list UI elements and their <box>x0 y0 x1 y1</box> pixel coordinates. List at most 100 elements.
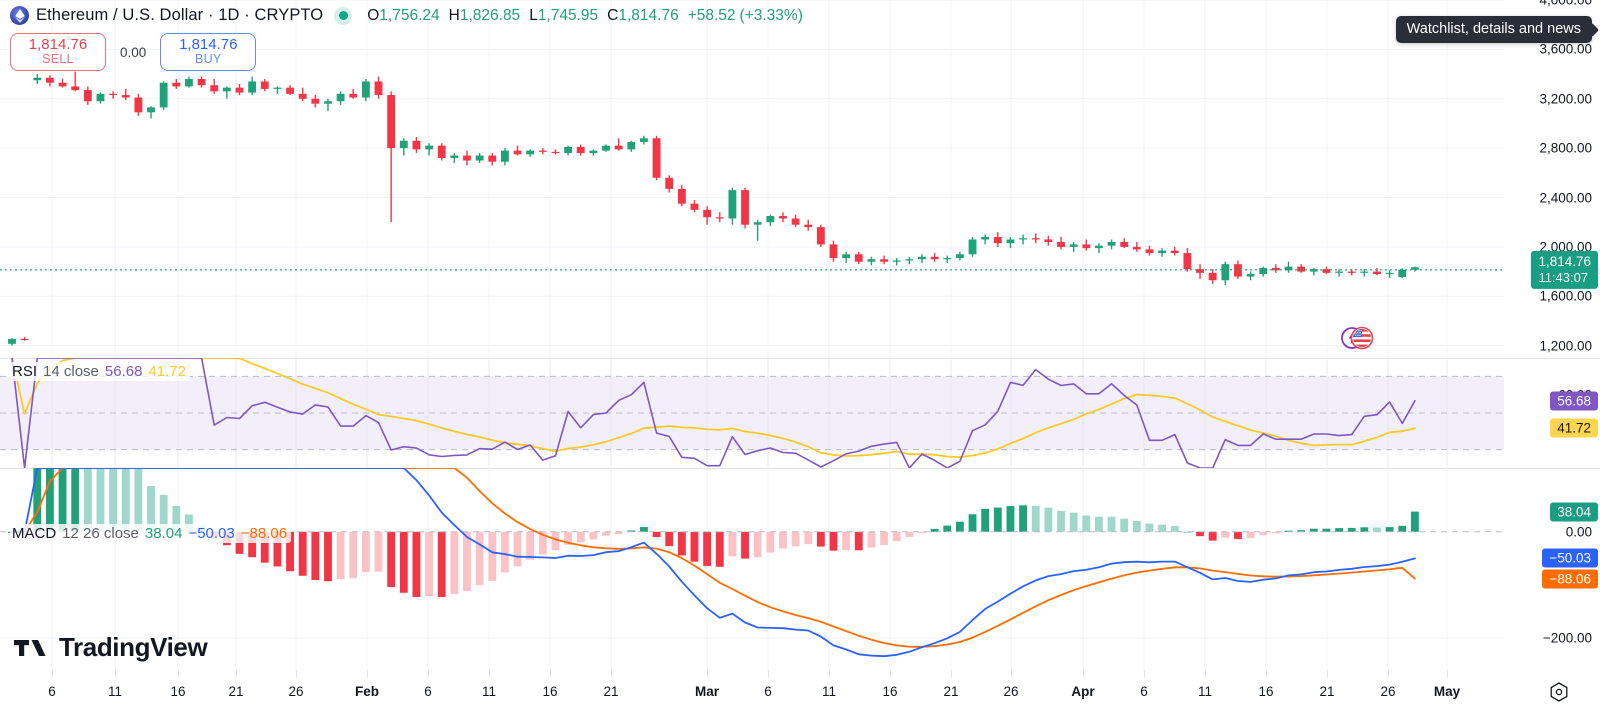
time-axis-tick: 11 <box>107 684 123 699</box>
rsi-value-badge[interactable]: 41.72 <box>1550 418 1598 438</box>
sell-button[interactable]: 1,814.76 SELL <box>10 33 106 71</box>
macd-axis-tick: 0.00 <box>1565 524 1592 540</box>
time-axis-tick: 16 <box>882 684 898 699</box>
time-axis-tick: 6 <box>1140 684 1148 699</box>
pane-divider-macd <box>0 468 1600 469</box>
current-price-badge[interactable]: 1,814.76 11:43:07 <box>1531 250 1598 289</box>
price-plot-area[interactable] <box>0 0 1504 358</box>
time-axis-tick-mark <box>1011 670 1012 678</box>
time-axis-tick-mark <box>951 670 952 678</box>
time-axis[interactable]: 6 11 16 21 26 Feb 6 11 16 21 Mar 6 11 16 21 26 Apr 6 11 16 2… <box>0 670 1504 720</box>
rsi-value-badge[interactable]: 56.68 <box>1550 391 1598 411</box>
time-axis-tick: Mar <box>694 684 720 699</box>
macd-axis[interactable]: 0.00 −200.00 38.04 −50.03 −88.06 <box>1504 468 1600 670</box>
ohlc-key-close: C <box>607 6 619 24</box>
macd-value-badge[interactable]: 38.04 <box>1550 502 1598 522</box>
macd-legend-value-1: 38.04 <box>144 525 183 542</box>
time-axis-tick: 21 <box>228 684 244 699</box>
time-axis-tick-mark <box>1447 670 1448 678</box>
time-axis-tick-mark <box>52 670 53 678</box>
macd-legend-name: MACD <box>12 525 57 542</box>
ohlc-value-open: 1,756.24 <box>379 6 440 24</box>
time-axis-tick: 6 <box>424 684 432 699</box>
time-axis-tick: 21 <box>603 684 619 699</box>
time-axis-tick-mark <box>890 670 891 678</box>
change-absolute: +58.52 <box>687 6 736 24</box>
time-axis-tick: 6 <box>48 684 56 699</box>
price-axis-tick: 2,800.00 <box>1539 140 1592 156</box>
chart-legend-header[interactable]: Ethereum / U.S. Dollar · 1D · CRYPTO O1,… <box>10 6 803 25</box>
rsi-legend-value-2: 41.72 <box>148 363 186 380</box>
rsi-legend[interactable]: RSI 14 close 56.68 41.72 <box>10 362 190 381</box>
spread-value: 0.00 <box>120 44 147 60</box>
time-axis-tick-mark <box>550 670 551 678</box>
time-axis-tick: 26 <box>1380 684 1396 699</box>
tradingview-wordmark: TradingView <box>59 632 208 662</box>
current-price-value: 1,814.76 <box>1538 253 1591 269</box>
ohlc-values: O1,756.24 H1,826.85 L1,745.95 C1,814.76 … <box>367 7 803 25</box>
buy-price: 1,814.76 <box>179 36 238 54</box>
event-marker-icon <box>1341 326 1374 350</box>
ethereum-logo-icon <box>10 6 29 25</box>
time-axis-tick: 26 <box>288 684 304 699</box>
time-axis-tick-mark <box>1388 670 1389 678</box>
rsi-legend-value-1: 56.68 <box>104 363 143 380</box>
macd-value-badge[interactable]: −88.06 <box>1542 569 1598 589</box>
pane-divider-rsi <box>0 358 1600 359</box>
trade-panel[interactable]: 1,814.76 SELL 0.00 1,814.76 BUY <box>10 33 257 71</box>
current-price-time: 11:43:07 <box>1538 269 1589 285</box>
time-axis-tick: 21 <box>1319 684 1335 699</box>
price-axis-tick: 1,200.00 <box>1539 338 1592 354</box>
time-axis-tick-mark <box>768 670 769 678</box>
time-axis-tick: 21 <box>943 684 959 699</box>
time-axis-tick-mark <box>1266 670 1267 678</box>
time-axis-tick: 11 <box>481 684 497 699</box>
price-axis-tick: 3,200.00 <box>1539 91 1592 107</box>
go-to-realtime-button[interactable] <box>1548 681 1570 703</box>
buy-button[interactable]: 1,814.76 BUY <box>160 33 257 71</box>
time-axis-tick-mark <box>296 670 297 678</box>
tradingview-mark-icon <box>14 639 46 656</box>
time-axis-tick: 26 <box>1003 684 1019 699</box>
price-axis-tick: 3,600.00 <box>1539 41 1592 57</box>
market-status-dot-icon <box>334 6 353 25</box>
ohlc-value-low: 1,745.95 <box>537 6 599 24</box>
time-axis-tick-mark <box>707 670 708 678</box>
macd-legend-value-2: −50.03 <box>188 525 235 542</box>
price-axis[interactable]: 4,000.00 3,600.00 3,200.00 2,800.00 2,400.00… <box>1504 0 1600 358</box>
rsi-plot-area[interactable] <box>0 358 1504 468</box>
sell-price: 1,814.76 <box>28 36 88 54</box>
time-axis-tick-mark <box>1327 670 1328 678</box>
ohlc-value-high: 1,826.85 <box>459 6 521 24</box>
time-axis-tick-mark <box>1205 670 1206 678</box>
price-pane[interactable]: 4,000.00 3,600.00 3,200.00 2,800.00 2,400.00… <box>0 0 1600 358</box>
time-axis-tick-mark <box>428 670 429 678</box>
time-axis-tick-mark <box>1083 670 1084 678</box>
macd-chart <box>0 468 1504 670</box>
symbol-title[interactable]: Ethereum / U.S. Dollar · 1D · CRYPTO <box>36 6 324 24</box>
macd-pane[interactable]: 0.00 −200.00 38.04 −50.03 −88.06 <box>0 468 1600 670</box>
change-percent: (+3.33%) <box>739 6 803 24</box>
us-economic-event-marker[interactable] <box>1340 324 1374 352</box>
watchlist-tooltip: Watchlist, details and news <box>1395 16 1592 43</box>
macd-plot-area[interactable] <box>0 468 1504 670</box>
time-axis-tick-mark <box>178 670 179 678</box>
macd-value-badge[interactable]: −50.03 <box>1542 548 1598 568</box>
macd-legend-value-3: −88.06 <box>240 525 288 542</box>
time-axis-tick: 16 <box>170 684 186 699</box>
rsi-chart <box>0 358 1504 468</box>
tradingview-logo: TradingView <box>14 632 208 663</box>
time-axis-tick: 16 <box>542 684 558 699</box>
macd-legend-params: 12 26 close <box>62 525 139 542</box>
candlestick-chart <box>0 0 1504 358</box>
time-axis-tick: 11 <box>821 684 837 699</box>
time-axis-tick-mark <box>611 670 612 678</box>
macd-legend[interactable]: MACD 12 26 close 38.04 −50.03 −88.06 <box>10 524 292 543</box>
ohlc-key-low: L <box>529 6 538 24</box>
ohlc-value-close: 1,814.76 <box>618 6 679 24</box>
time-axis-tick: Feb <box>354 684 380 699</box>
time-axis-tick-mark <box>1144 670 1145 678</box>
ohlc-key-high: H <box>448 6 460 24</box>
